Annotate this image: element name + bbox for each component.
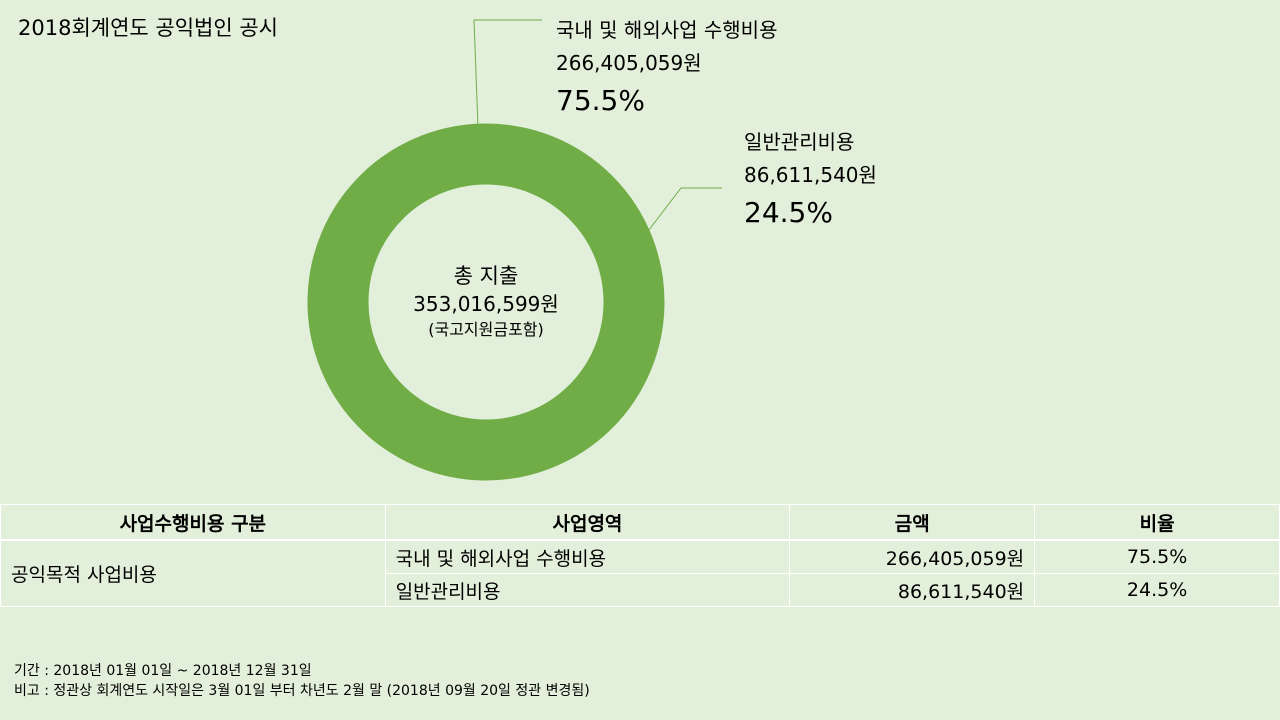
slice-percent: 75.5% [556, 84, 645, 117]
slice-label-domestic-overseas: 국내 및 해외사업 수행비용 266,405,059원 75.5% [556, 14, 777, 117]
table-header-row: 사업수행비용 구분 사업영역 금액 비율 [0, 504, 1280, 541]
slice-label-general-admin: 일반관리비용 86,611,540원 24.5% [744, 126, 877, 229]
table-row: 공익목적 사업비용 국내 및 해외사업 수행비용 266,405,059원 75… [0, 539, 1280, 607]
cell-ratio: 75.5% [1034, 539, 1280, 574]
donut-center-label: 총 지출 353,016,599원 (국고지원금포함) [366, 262, 606, 342]
center-title: 총 지출 [453, 264, 519, 288]
center-note: (국고지원금포함) [428, 320, 544, 339]
footnotes: 기간 : 2018년 01월 01일 ~ 2018년 12월 31일 비고 : … [14, 661, 590, 701]
table-row: 일반관리비용 86,611,540원 24.5% [1, 573, 1280, 607]
slice-name: 일반관리비용 [744, 130, 855, 154]
cell-amount: 266,405,059원 [789, 539, 1036, 574]
donut-chart [307, 19, 722, 481]
slice-amount: 266,405,059원 [556, 51, 702, 75]
header-amount: 금액 [789, 504, 1036, 541]
cell-area: 일반관리비용 [384, 573, 791, 607]
header-category: 사업수행비용 구분 [0, 504, 386, 541]
slice-domestic-overseas [307, 123, 665, 481]
expense-table: 사업수행비용 구분 사업영역 금액 비율 공익목적 사업비용 국내 및 해외사업… [0, 504, 1280, 607]
header-area: 사업영역 [384, 504, 791, 541]
slice-amount: 86,611,540원 [744, 163, 877, 187]
page-title: 2018회계연도 공익법인 공시 [18, 16, 278, 40]
slice-name: 국내 및 해외사업 수행비용 [556, 18, 778, 42]
header-ratio: 비율 [1034, 504, 1280, 541]
footnote-note: 비고 : 정관상 회계연도 시작일은 3월 01일 부터 차년도 2월 말 (2… [14, 683, 590, 699]
cell-area: 국내 및 해외사업 수행비용 [384, 539, 791, 574]
slice-general-admin [307, 123, 487, 300]
cell-purpose: 공익목적 사업비용 [0, 539, 386, 607]
slice-percent: 24.5% [744, 196, 833, 229]
footnote-period: 기간 : 2018년 01월 01일 ~ 2018년 12월 31일 [14, 663, 312, 679]
cell-ratio: 24.5% [1034, 573, 1280, 607]
center-total: 353,016,599원 [413, 292, 559, 316]
leader-line-general-admin [641, 187, 722, 240]
cell-amount: 86,611,540원 [789, 573, 1036, 607]
leader-line-domestic-overseas [473, 19, 542, 129]
